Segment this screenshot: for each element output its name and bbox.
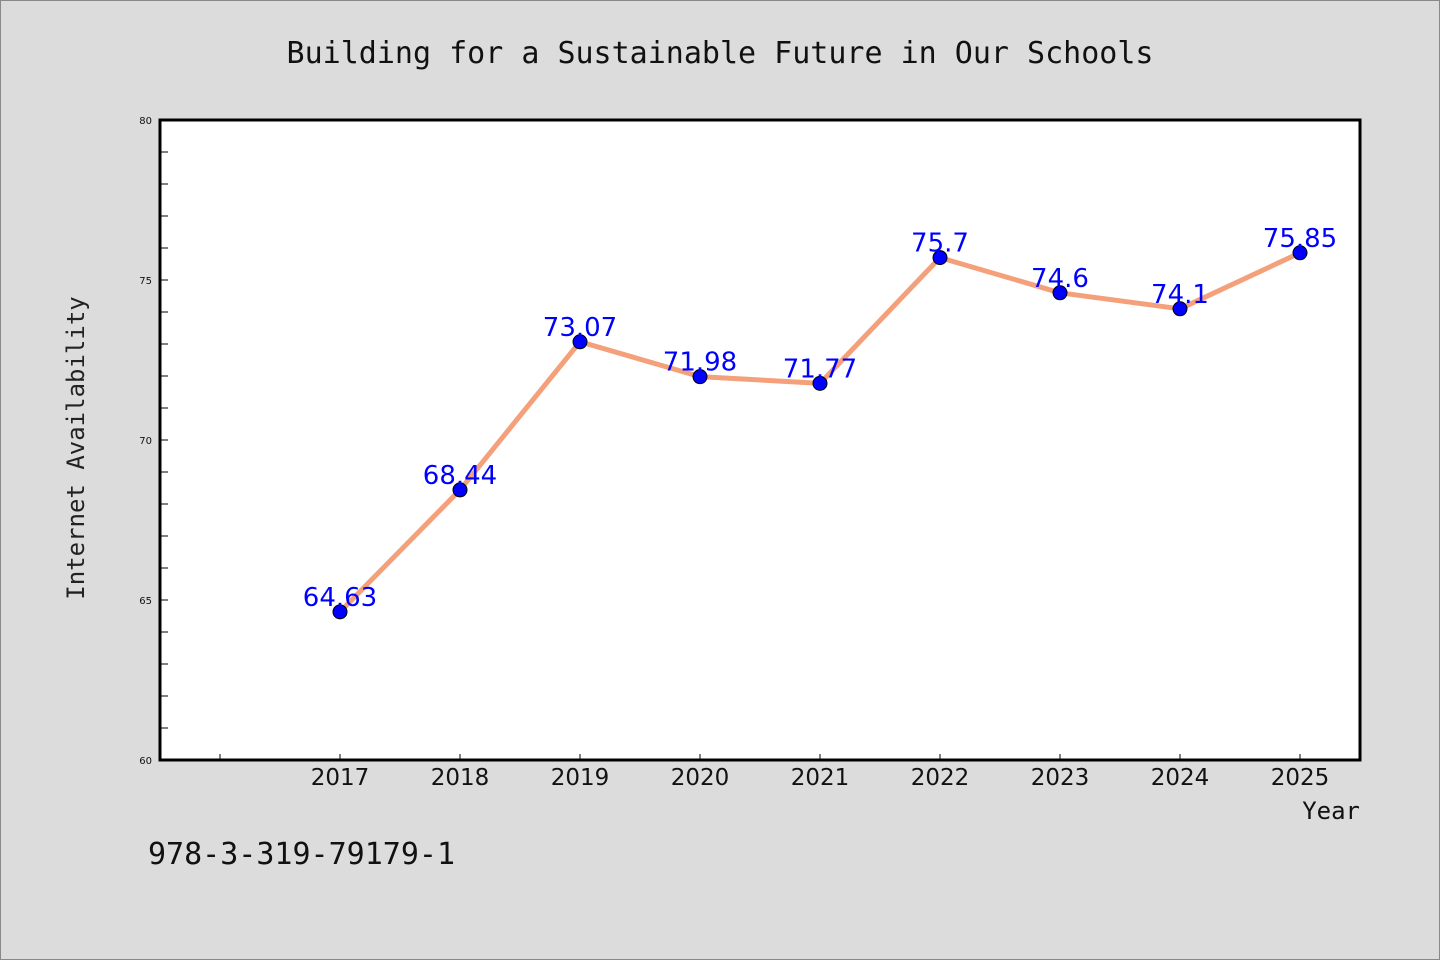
- data-label: 71.98: [663, 348, 737, 378]
- y-tick-label: 65: [139, 596, 152, 607]
- y-tick-label: 60: [139, 756, 152, 767]
- data-point: [1052, 285, 1068, 301]
- x-tick-label: 2018: [431, 765, 490, 791]
- data-point: [932, 250, 948, 266]
- y-tick-label: 70: [139, 436, 152, 447]
- data-point: [452, 482, 468, 498]
- chart-title: Building for a Sustainable Future in Our…: [287, 36, 1154, 71]
- x-tick-label: 2021: [791, 765, 850, 791]
- y-axis: 60 65 70 75 80: [139, 116, 168, 767]
- isbn-footer-text: 978-3-319-79179-1: [148, 837, 455, 872]
- data-label: 64.63: [303, 583, 377, 613]
- y-tick-label: 75: [139, 276, 152, 287]
- data-label: 68.44: [423, 461, 497, 491]
- data-point: [332, 604, 348, 620]
- data-label: 74.1: [1151, 280, 1209, 310]
- x-tick-label: 2019: [551, 765, 610, 791]
- x-tick-label: 2017: [311, 765, 370, 791]
- data-label: 75.85: [1263, 224, 1337, 254]
- data-label: 75.7: [911, 229, 969, 259]
- x-tick-label: 2024: [1151, 765, 1210, 791]
- data-point: [812, 375, 828, 391]
- plot-area: [158, 118, 1362, 762]
- data-point: [572, 334, 588, 350]
- x-axis: 2017 2018 2019 2020 2021 2022 2023 2024 2025: [219, 754, 1330, 791]
- data-label: 71.77: [783, 354, 857, 384]
- x-tick-label: 2020: [671, 765, 730, 791]
- data-point: [692, 369, 708, 385]
- x-tick-label: 2022: [911, 765, 970, 791]
- data-labels: 64.63 68.44 73.07 71.98 71.77 75.7 74.6 74.1 75.…: [303, 224, 1337, 613]
- data-label: 74.6: [1031, 264, 1089, 294]
- data-points: [332, 245, 1308, 620]
- y-tick-label: 80: [139, 116, 152, 127]
- data-point: [1172, 301, 1188, 317]
- data-label: 73.07: [543, 313, 617, 343]
- x-tick-label: 2023: [1031, 765, 1090, 791]
- x-tick-label: 2025: [1271, 765, 1330, 791]
- y-axis-label: Internet Availability: [62, 296, 90, 599]
- data-point: [1292, 245, 1308, 261]
- x-axis-label: Year: [1302, 797, 1360, 825]
